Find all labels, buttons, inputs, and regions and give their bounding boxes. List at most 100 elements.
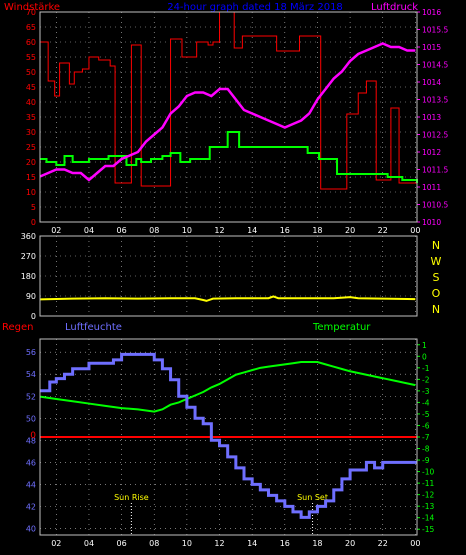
pressure-axis-label: Luftdruck [371,2,418,13]
left-tick-label: 46 [26,458,36,467]
chart-title: 24-hour graph dated 18 März 2018 [167,2,343,13]
pressure-line [39,42,416,182]
x-tick-label: 20 [345,539,355,548]
left-tick-label: 15 [26,173,36,182]
temperature-ticks: 1 0 -1 -2 -3 -4 -5 -6 -7 -8 -9 -10 -11 -12 -13 -14 -15 [417,341,434,534]
time-ticks: 02 04 06 08 10 12 14 16 18 20 22 00 [51,226,420,235]
temperature-line [39,361,416,413]
left-tick-label: 65 [26,23,36,32]
wind-pressure-frame [39,11,418,223]
right-tick-label: 1015.5 [422,26,448,35]
left-tick-label: 0 [31,218,36,227]
left-tick-label: 40 [26,524,36,533]
x-tick-label: 14 [247,539,257,548]
left-tick-label: 50 [26,414,36,423]
wind-gust-line [40,131,418,183]
right-tick-label: 1016 [422,8,441,17]
left-tick-label: 10 [26,188,36,197]
left-tick-label: 90 [26,292,36,301]
left-tick-label: 55 [26,53,36,62]
left-tick-label: 56 [26,348,36,357]
x-tick-label: 10 [182,539,192,548]
right-tick-label: 1014.5 [422,61,448,70]
humidity-temperature-chart: Regen Luftfeuchte Temperatur 40 42 44 46 48 5… [2,322,434,548]
x-tick-label: 04 [84,226,94,235]
left-tick-label: 360 [21,232,36,241]
wind-pressure-chart: Windstärke 24-hour graph dated 18 März 2… [4,2,448,235]
x-tick-label: 22 [378,226,388,235]
compass-label: O [432,287,441,300]
humidity-line [40,352,417,519]
right-tick-label: -7 [422,433,430,442]
temperature-axis-label: Temperatur [312,322,371,333]
right-tick-label: -11 [422,479,434,488]
right-tick-label: -9 [422,456,430,465]
left-tick-label: 40 [26,98,36,107]
left-tick-label: 5 [31,203,36,212]
right-tick-label: -13 [422,502,434,511]
x-tick-label: 04 [84,539,94,548]
humidity-ticks: 40 42 44 46 48 50 52 54 56 [26,348,36,533]
x-tick-label: 14 [247,226,257,235]
right-tick-label: -5 [422,410,430,419]
right-tick-label: -14 [422,514,434,523]
wind-ticks: 0 5 10 15 20 25 30 35 40 45 50 55 60 65 70 [26,8,36,227]
left-tick-label: 20 [26,158,36,167]
compass-label: N [432,303,440,316]
compass-label: W [431,255,442,268]
wind-axis-label: Windstärke [4,2,60,13]
right-tick-label: 1012.5 [422,131,448,140]
left-tick-label: 48 [26,436,36,445]
left-tick-label: 30 [26,128,36,137]
right-tick-label: -15 [422,525,434,534]
wind-pressure-grid [40,12,417,222]
right-tick-label: -2 [422,375,430,384]
right-tick-label: -6 [422,421,430,430]
x-tick-label: 06 [117,539,127,548]
wind-direction-line [39,295,416,302]
left-tick-label: 25 [26,143,36,152]
humidity-temperature-frame [39,338,418,536]
right-tick-label: 1010 [422,218,441,227]
time-ticks-bottom: 02 04 06 08 10 12 14 16 18 20 22 00 [51,539,420,548]
compass-label: S [433,271,440,284]
left-tick-label: 50 [26,68,36,77]
x-tick-label: 18 [312,226,322,235]
right-tick-label: -10 [422,468,434,477]
rain-axis-label: Regen [2,322,34,333]
right-tick-label: 1015 [422,43,441,52]
left-tick-label: 70 [26,8,36,17]
x-tick-label: 16 [280,539,290,548]
right-tick-label: -8 [422,445,430,454]
right-tick-label: 1013 [422,113,441,122]
x-tick-label: 12 [214,226,224,235]
right-tick-label: 1012 [422,148,441,157]
right-tick-label: -1 [422,364,430,373]
left-tick-label: 180 [21,272,36,281]
right-tick-label: 1014 [422,78,441,87]
x-tick-label: 02 [51,539,61,548]
x-tick-label: 00 [410,226,420,235]
right-tick-label: -4 [422,398,430,407]
rain-zero-tick: 0 [30,431,36,441]
pressure-ticks: 1010 1010.5 1011 1011.5 1012 1012.5 1013 1013.5… [417,8,448,227]
x-tick-label: 08 [149,226,159,235]
x-tick-label: 22 [378,539,388,548]
left-tick-label: 270 [21,252,36,261]
left-tick-label: 54 [26,370,36,379]
direction-grid [40,236,417,316]
direction-ticks: 0 90 180 270 360 [21,232,36,321]
right-tick-label: 1011 [422,183,441,192]
x-tick-label: 10 [182,226,192,235]
x-tick-label: 02 [51,226,61,235]
right-tick-label: 1011.5 [422,166,448,175]
x-tick-label: 18 [312,539,322,548]
sun-annotation-label: Sun Set [297,493,328,502]
x-tick-label: 06 [117,226,127,235]
wind-speed-line [40,11,417,190]
left-tick-label: 45 [26,83,36,92]
left-tick-label: 44 [26,480,36,489]
